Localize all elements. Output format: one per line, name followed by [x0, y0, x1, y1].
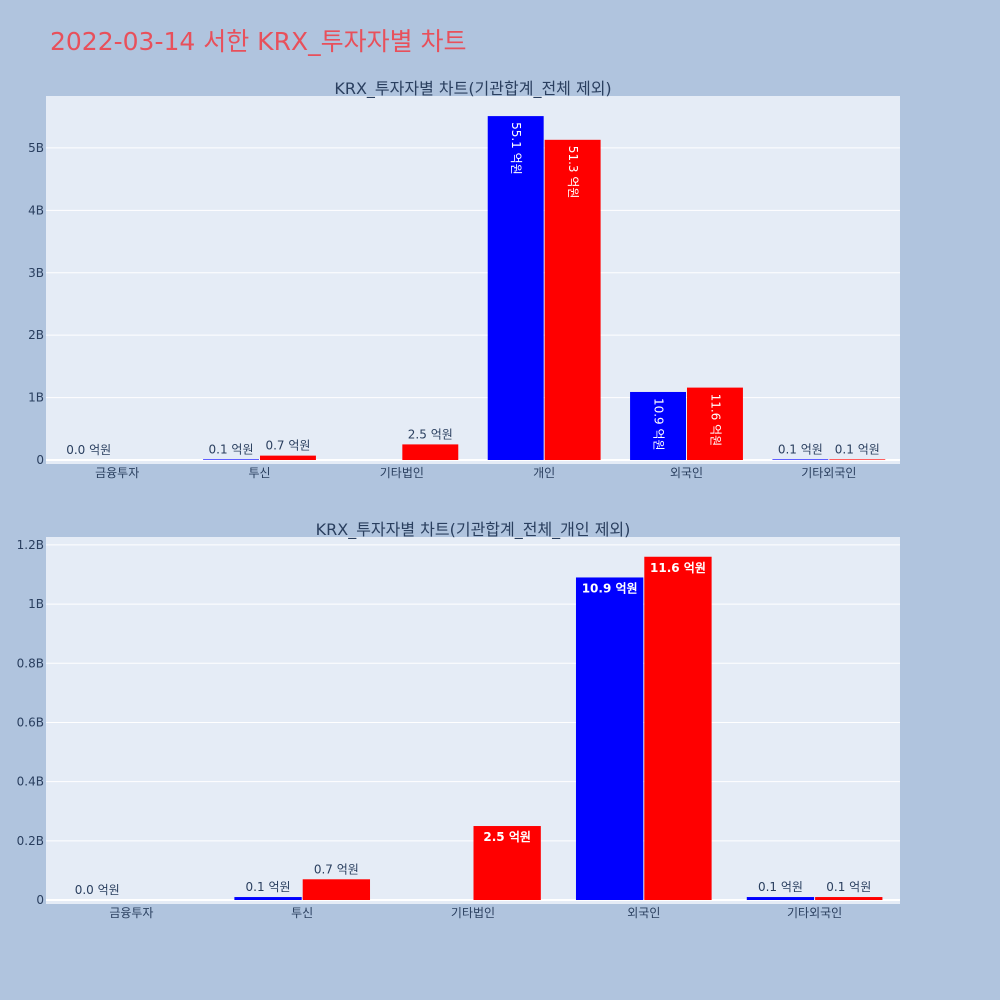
chart2-ytick-label: 0.2B — [17, 834, 44, 848]
chart1-bar — [829, 459, 886, 460]
chart1-plot-area — [46, 96, 900, 464]
chart2-data-label: 11.6 억원 — [650, 561, 706, 575]
chart2-bar — [575, 577, 644, 900]
chart1-data-label: 51.3 억원 — [566, 146, 580, 199]
chart1-data-label: 0.0 억원 — [66, 443, 111, 457]
chart2-data-label: 0.1 억원 — [758, 880, 803, 894]
chart2-data-label: 0.7 억원 — [314, 862, 359, 876]
chart2-data-label: 2.5 억원 — [483, 830, 531, 844]
chart2-xtick-label: 기타외국인 — [787, 906, 842, 920]
chart1-xtick-label: 외국인 — [670, 466, 703, 480]
chart1-bar — [687, 387, 743, 460]
chart1-xtick-label: 기타외국인 — [801, 466, 856, 480]
chart1-bar — [544, 139, 601, 460]
chart1-data-label: 2.5 억원 — [408, 427, 453, 441]
chart1-ytick-label: 5B — [28, 141, 44, 155]
chart1-xtick-label: 금융투자 — [95, 466, 139, 480]
chart1-xtick-label: 기타법인 — [380, 466, 424, 480]
chart1-ytick-label: 3B — [28, 266, 44, 280]
chart1-data-label: 0.1 억원 — [778, 442, 823, 456]
chart1-data-label: 10.9 억원 — [652, 398, 666, 451]
chart2-plot-area — [46, 537, 900, 904]
chart2-data-label: 0.1 억원 — [826, 880, 871, 894]
chart2-ytick-label: 0.4B — [17, 775, 44, 789]
chart2-data-label: 0.1 억원 — [246, 880, 291, 894]
chart1-data-label: 55.1 억원 — [509, 122, 523, 175]
chart2-ytick-label: 1B — [28, 597, 44, 611]
chart1-data-label: 0.7 억원 — [265, 439, 310, 453]
chart2-xtick-label: 금융투자 — [109, 906, 153, 920]
chart1-bar — [402, 444, 459, 460]
chart1-ytick-label: 2B — [28, 328, 44, 342]
chart1-ytick-label: 0 — [36, 453, 44, 467]
chart2-xtick-label: 투신 — [291, 906, 313, 920]
chart1-xtick-label: 개인 — [533, 466, 555, 480]
chart1-title: KRX_투자자별 차트(기관합계_전체 제외) — [334, 79, 611, 99]
chart1-bar — [630, 391, 686, 460]
chart2-ytick-label: 0 — [36, 893, 44, 907]
page-title: 2022-03-14 서한 KRX_투자자별 차트 — [50, 27, 467, 56]
chart1-bar — [260, 455, 316, 460]
chart2-title: KRX_투자자별 차트(기관합계_전체_개인 제외) — [316, 520, 631, 540]
chart1-data-label: 11.6 억원 — [708, 394, 722, 447]
chart1-data-label: 0.1 억원 — [209, 442, 254, 456]
chart1-ytick-label: 4B — [28, 203, 44, 217]
chart1-ytick-label: 1B — [28, 391, 44, 405]
chart2-data-label: 0.0 억원 — [75, 883, 120, 897]
chart1-data-label: 0.1 억원 — [835, 442, 880, 456]
chart1-bar — [487, 116, 544, 460]
chart2-ytick-label: 0.6B — [17, 715, 44, 729]
chart2-bar — [644, 556, 712, 900]
chart1-bar — [203, 459, 259, 460]
chart2-bar — [302, 879, 371, 900]
chart2-xtick-label: 외국인 — [627, 906, 660, 920]
chart2-xtick-label: 기타법인 — [451, 906, 495, 920]
chart2-bar — [234, 897, 302, 900]
chart1-xtick-label: 투신 — [248, 466, 270, 480]
chart2-bar — [815, 897, 883, 900]
chart2-bar — [473, 826, 541, 900]
chart2-bar — [746, 897, 815, 900]
chart1-bar — [772, 459, 829, 460]
chart2-ytick-label: 1.2B — [17, 538, 44, 552]
chart2-data-label: 10.9 억원 — [582, 581, 638, 595]
chart2-ytick-label: 0.8B — [17, 656, 44, 670]
